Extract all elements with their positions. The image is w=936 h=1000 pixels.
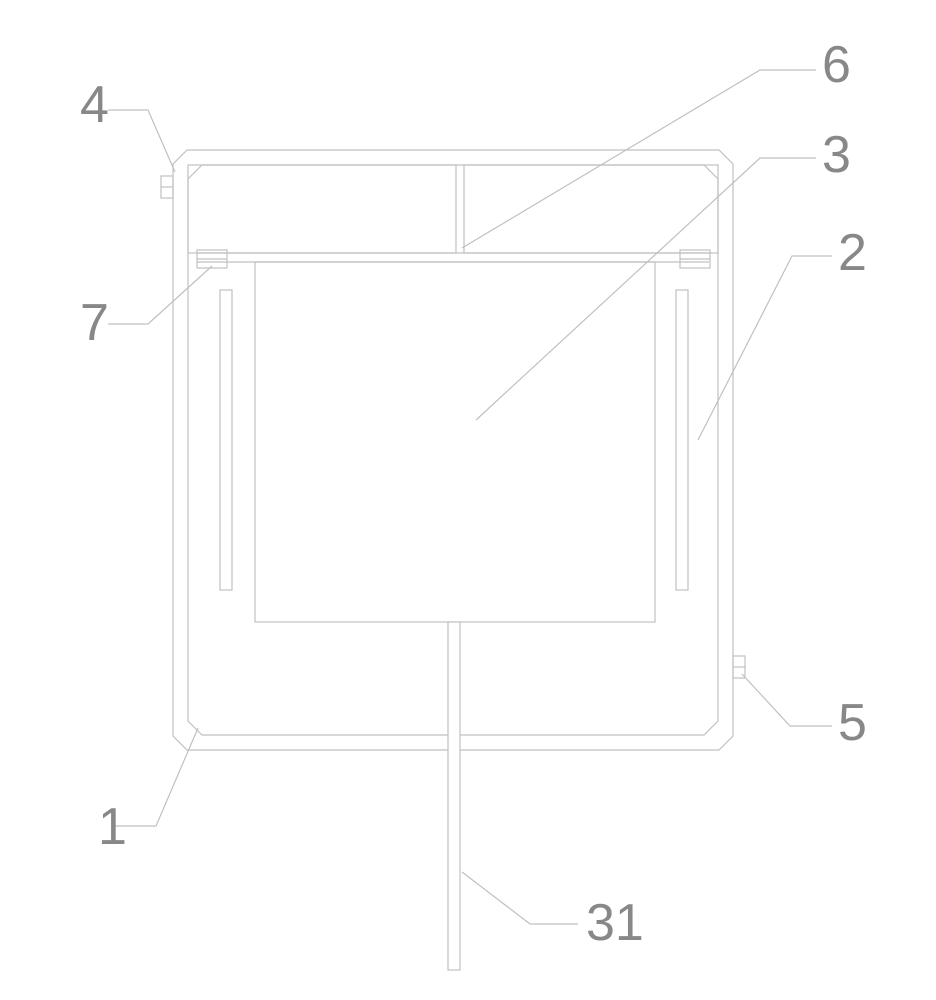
center-box <box>255 262 655 622</box>
label-5: 5 <box>838 694 867 752</box>
leader-31 <box>462 872 578 924</box>
label-1: 1 <box>98 798 127 856</box>
label-31: 31 <box>586 894 644 952</box>
leader-4 <box>108 110 175 172</box>
leader-3 <box>476 158 816 420</box>
leader-7 <box>108 266 212 324</box>
leader-5 <box>742 674 832 726</box>
label-4: 4 <box>80 76 109 134</box>
right-strip <box>676 290 688 590</box>
label-6: 6 <box>822 36 851 94</box>
label-3: 3 <box>822 126 851 184</box>
left-strip <box>220 290 232 590</box>
technical-diagram: 1 2 3 4 5 6 7 31 <box>0 0 936 1000</box>
top-cover-right <box>464 165 718 253</box>
leader-6 <box>462 70 816 248</box>
stem <box>448 622 460 970</box>
label-2: 2 <box>838 224 867 282</box>
top-cover-left <box>188 165 456 253</box>
label-7: 7 <box>80 294 109 352</box>
